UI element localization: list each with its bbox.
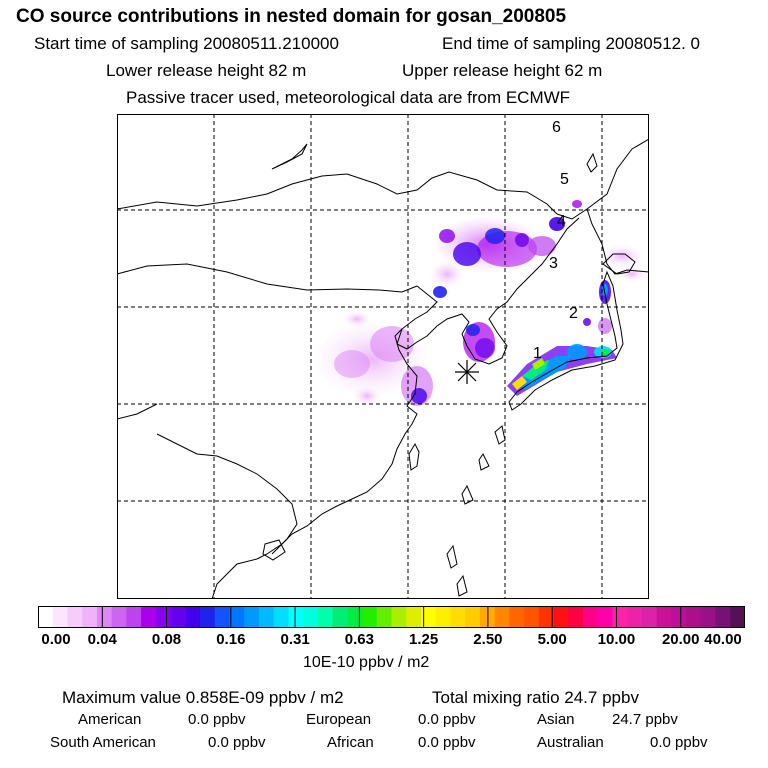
colorbar-cell bbox=[362, 606, 378, 628]
colorbar-cell bbox=[155, 606, 172, 628]
colorbar-cell bbox=[700, 606, 717, 628]
colorbar-cell bbox=[524, 606, 540, 628]
region-value-european: 0.0 ppbv bbox=[418, 711, 476, 728]
colorbar-tick-label: 0.00 bbox=[41, 631, 71, 648]
figure-title: CO source contributions in nested domain… bbox=[16, 6, 567, 27]
colorbar-cell bbox=[332, 606, 348, 628]
colorbar-tick-label: 5.00 bbox=[537, 631, 567, 648]
colorbar-cell bbox=[568, 606, 584, 628]
colorbar-cell bbox=[111, 606, 127, 628]
tracer-note: Passive tracer used, meteorological data… bbox=[126, 88, 571, 107]
upper-height-label: Upper release height 62 m bbox=[402, 61, 603, 80]
receptor-marker-icon bbox=[455, 360, 479, 384]
region-label-asian: Asian bbox=[537, 711, 575, 728]
colorbar-cell bbox=[686, 606, 702, 628]
colorbar-tick-label: 1.25 bbox=[409, 631, 439, 648]
colorbar-cell bbox=[258, 606, 275, 628]
colorbar-cell bbox=[715, 606, 731, 628]
colorbar-cell bbox=[656, 606, 672, 628]
colorbar-cell bbox=[126, 606, 142, 628]
colorbar-tick-label: 40.00 bbox=[704, 631, 742, 648]
lower-height-label: Lower release height 82 m bbox=[106, 61, 307, 80]
region-label-african: African bbox=[327, 734, 374, 751]
trajectory-label-3: 3 bbox=[549, 255, 558, 272]
colorbar-cell bbox=[612, 606, 628, 628]
region-value-american: 0.0 ppbv bbox=[188, 711, 246, 728]
start-time-label: Start time of sampling 20080511.210000 bbox=[34, 34, 339, 53]
colorbar-cell bbox=[450, 606, 466, 628]
total-mixing-ratio: Total mixing ratio 24.7 ppbv bbox=[432, 688, 639, 707]
colorbar-cell bbox=[67, 606, 83, 628]
trajectory-labels: 1 2 3 4 5 6 bbox=[533, 119, 578, 362]
trajectory-label-2: 2 bbox=[569, 305, 578, 322]
region-value-australian: 0.0 ppbv bbox=[650, 734, 708, 751]
colorbar-cell bbox=[494, 606, 510, 628]
colorbar-tick-label: 20.00 bbox=[661, 631, 700, 648]
region-label-american: American bbox=[78, 711, 142, 728]
colorbar-cell bbox=[273, 606, 289, 628]
colorbar-cell bbox=[185, 606, 201, 628]
colorbar-cell bbox=[597, 606, 613, 628]
colorbar-tick-label: 2.50 bbox=[473, 631, 503, 648]
colorbar-tick-label: 0.08 bbox=[151, 631, 182, 648]
trajectory-label-6: 6 bbox=[552, 119, 561, 136]
colorbar-cell bbox=[376, 606, 392, 628]
colorbar-cell bbox=[347, 606, 363, 628]
colorbar-cell bbox=[406, 606, 422, 628]
concentration-field bbox=[312, 200, 646, 406]
colorbar-tick-label: 0.04 bbox=[87, 631, 117, 648]
end-time-label: End time of sampling 20080512. 0 bbox=[442, 34, 701, 53]
map-panel: 1 2 3 4 5 6 bbox=[117, 114, 649, 599]
colorbar-tick-label: 10.00 bbox=[597, 631, 636, 648]
colorbar-cell bbox=[141, 606, 157, 628]
region-label-european: European bbox=[306, 711, 372, 728]
colorbar bbox=[38, 606, 745, 628]
colorbar-cell bbox=[244, 606, 260, 628]
colorbar-cell bbox=[582, 606, 599, 628]
colorbar-cell bbox=[52, 606, 68, 628]
region-label-south-american: South American bbox=[50, 734, 156, 751]
colorbar-cells bbox=[38, 606, 745, 628]
colorbar-cell bbox=[730, 606, 745, 628]
max-value: Maximum value 0.858E-09 ppbv / m2 bbox=[62, 688, 344, 707]
colorbar-cell bbox=[170, 606, 186, 628]
colorbar-cell bbox=[38, 606, 54, 628]
colorbar-cell bbox=[435, 606, 451, 628]
region-value-south-american: 0.0 ppbv bbox=[208, 734, 266, 751]
colorbar-cell bbox=[627, 606, 643, 628]
colorbar-cell bbox=[317, 606, 334, 628]
region-value-asian: 24.7 ppbv bbox=[612, 711, 678, 728]
colorbar-tick-label: 0.63 bbox=[344, 631, 374, 648]
trajectory-label-5: 5 bbox=[560, 171, 569, 188]
region-label-australian: Australian bbox=[537, 734, 604, 751]
colorbar-cell bbox=[420, 606, 437, 628]
colorbar-cell bbox=[465, 606, 481, 628]
region-value-african: 0.0 ppbv bbox=[418, 734, 476, 751]
colorbar-cell bbox=[538, 606, 555, 628]
colorbar-tick-label: 0.31 bbox=[280, 631, 310, 648]
colorbar-cell bbox=[82, 606, 98, 628]
colorbar-unit: 10E-10 ppbv / m2 bbox=[303, 654, 430, 671]
lat-lon-grid bbox=[117, 114, 649, 599]
colorbar-cell bbox=[214, 606, 230, 628]
colorbar-cell bbox=[200, 606, 216, 628]
map-frame bbox=[117, 114, 649, 599]
trajectory-label-4: 4 bbox=[557, 213, 566, 230]
colorbar-tick-label: 0.16 bbox=[216, 631, 246, 648]
trajectory-label-1: 1 bbox=[533, 345, 542, 362]
colorbar-cell bbox=[671, 606, 687, 628]
colorbar-cell bbox=[391, 606, 407, 628]
colorbar-cell bbox=[303, 606, 319, 628]
colorbar-cell bbox=[553, 606, 569, 628]
coastlines bbox=[117, 138, 649, 599]
colorbar-cell bbox=[229, 606, 245, 628]
colorbar-cell bbox=[641, 606, 658, 628]
colorbar-cell bbox=[288, 606, 304, 628]
colorbar-cell bbox=[96, 606, 113, 628]
colorbar-cell bbox=[509, 606, 525, 628]
